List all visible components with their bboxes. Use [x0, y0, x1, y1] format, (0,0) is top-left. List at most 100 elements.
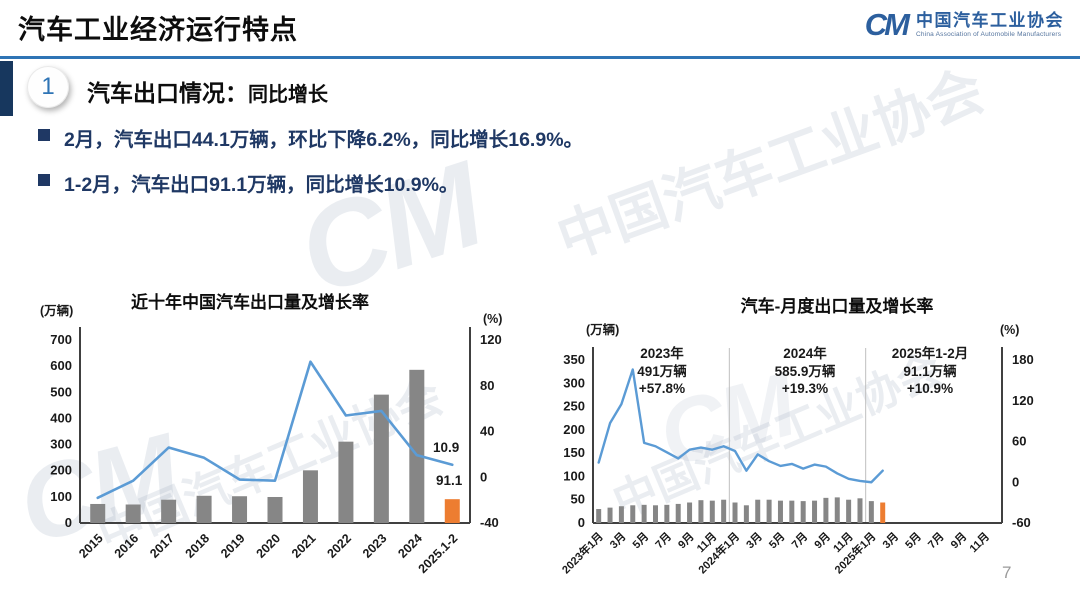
- export-bar: [161, 499, 177, 523]
- monthly-chart-title: 汽车-月度出口量及增长率: [740, 297, 934, 316]
- caam-logo-text: 中国汽车工业协会 China Association of Automobile…: [916, 11, 1064, 38]
- caam-name-cn: 中国汽车工业协会: [916, 11, 1064, 31]
- year-label: 2024年: [783, 346, 827, 361]
- y-tick-label: 150: [563, 445, 585, 460]
- x-tick-label: 5月: [766, 530, 787, 551]
- bullet-item: 2月，汽车出口44.1万辆，环比下降6.2%，同比增长16.9%。: [38, 123, 583, 152]
- monthly-export-bar: [743, 505, 749, 523]
- annual-export-chart: 0 100 200 300 400 500 600 700 -40 0 40 80 120 2015 201…: [30, 283, 535, 601]
- year-summary-2025: 2025年1-2月 91.1万辆 +10.9%: [868, 345, 992, 398]
- x-tick-label: 7月: [653, 530, 674, 551]
- year-label: 2023年: [640, 346, 684, 361]
- x-tick-label: 3月: [880, 530, 901, 551]
- x-tick-label: 2017: [147, 531, 177, 561]
- y-tick-label: 100: [563, 468, 585, 483]
- y-tick-label: 0: [65, 515, 72, 530]
- y-tick-label: 40: [480, 424, 494, 439]
- y-tick-label: 120: [480, 332, 502, 347]
- monthly-export-bar: [868, 501, 874, 523]
- y-tick-label: 350: [563, 352, 585, 367]
- x-tick-label: 11月: [967, 530, 992, 555]
- x-tick-label: 2015: [76, 531, 106, 561]
- year-volume: 91.1万辆: [903, 363, 957, 379]
- export-bar: [267, 496, 283, 523]
- y-tick-label: 300: [50, 437, 72, 452]
- left-axis-unit: (万辆): [40, 304, 74, 318]
- monthly-export-bar: [721, 499, 727, 523]
- export-bar: [232, 496, 248, 523]
- monthly-export-bar: [846, 499, 852, 523]
- x-tick-label: 2022: [324, 531, 354, 561]
- growth-rate-label: 10.9: [433, 440, 460, 455]
- year-summary-2023: 2023年 491万辆 +57.8%: [602, 345, 722, 398]
- export-bar: [196, 495, 212, 523]
- y-tick-label: 400: [50, 410, 72, 425]
- page-number: 7: [1002, 563, 1012, 582]
- y-tick-label: 0: [1012, 474, 1019, 489]
- y-tick-label: 0: [578, 515, 585, 530]
- monthly-export-bar: [641, 504, 647, 523]
- x-tick-label: 9月: [948, 530, 969, 551]
- y-tick-label: -60: [1012, 515, 1031, 530]
- year-volume: 585.9万辆: [774, 363, 836, 379]
- x-tick-label: 2016: [112, 531, 142, 561]
- monthly-export-bar: [823, 497, 829, 523]
- left-axis-unit: (万辆): [586, 323, 620, 337]
- x-tick-label: 3月: [607, 530, 628, 551]
- bullet-item: 1-2月，汽车出口91.1万辆，同比增长10.9%。: [38, 168, 583, 197]
- y-tick-label: 80: [480, 378, 494, 393]
- x-tick-label: 2019: [218, 531, 248, 561]
- bullet-square-icon: [38, 174, 50, 186]
- x-tick-label: 3月: [744, 530, 765, 551]
- bullet-text: 1-2月，汽车出口91.1万辆，同比增长10.9%。: [64, 174, 459, 196]
- x-tick-label: 2023: [360, 531, 390, 561]
- monthly-export-bar: [709, 500, 715, 523]
- export-bar: [125, 504, 141, 523]
- export-bar: [373, 394, 389, 523]
- right-axis-unit: (%): [1000, 323, 1020, 337]
- year-growth: +10.9%: [906, 381, 954, 397]
- section-title: 汽车出口情况：同比增长: [87, 74, 328, 108]
- section-number: 1: [41, 73, 55, 100]
- monthly-export-bar: [857, 498, 863, 523]
- x-tick-label: 2023年1月: [559, 529, 606, 576]
- monthly-export-bar: [607, 507, 613, 523]
- y-tick-label: 200: [50, 463, 72, 478]
- x-tick-label: 5月: [630, 530, 651, 551]
- monthly-export-bar: [789, 500, 795, 523]
- monthly-export-bar: [630, 505, 636, 523]
- x-tick-label: 2024: [395, 531, 425, 561]
- y-tick-label: 700: [50, 332, 72, 347]
- monthly-export-bar: [777, 500, 783, 523]
- caam-logo: CM 中国汽车工业协会 China Association of Automob…: [865, 7, 1064, 43]
- section-title-sub: 同比增长: [248, 84, 328, 106]
- monthly-export-bar: [596, 509, 602, 523]
- right-axis-unit: (%): [483, 312, 503, 326]
- caam-name-en: China Association of Automobile Manufact…: [916, 30, 1062, 38]
- year-volume: 491万辆: [637, 363, 687, 379]
- monthly-export-bar: [664, 504, 670, 523]
- x-tick-label: 2025.1-2: [416, 531, 461, 576]
- monthly-export-bar: [652, 505, 658, 523]
- x-tick-label: 2020: [254, 531, 284, 561]
- y-tick-label: 180: [1012, 352, 1034, 367]
- y-tick-label: 600: [50, 358, 72, 373]
- y-tick-label: 120: [1012, 393, 1034, 408]
- export-bar: [90, 503, 106, 523]
- y-tick-label: 100: [50, 489, 72, 504]
- x-tick-label: 2018: [183, 531, 213, 561]
- monthly-export-bar: [834, 497, 840, 523]
- section-title-main: 汽车出口情况：: [87, 80, 248, 106]
- monthly-growth-line: [597, 368, 884, 484]
- monthly-export-bar: [766, 499, 772, 523]
- y-tick-label: 60: [1012, 434, 1026, 449]
- export-bar: [338, 441, 354, 523]
- export-bar: [444, 499, 460, 523]
- x-tick-label: 2021: [289, 531, 319, 561]
- y-tick-label: 50: [571, 492, 585, 507]
- export-bar: [409, 369, 425, 523]
- annual-chart-title: 近十年中国汽车出口量及增长率: [131, 293, 369, 312]
- y-tick-label: 200: [563, 422, 585, 437]
- watermark-text: 中国汽车工业协会: [549, 58, 992, 271]
